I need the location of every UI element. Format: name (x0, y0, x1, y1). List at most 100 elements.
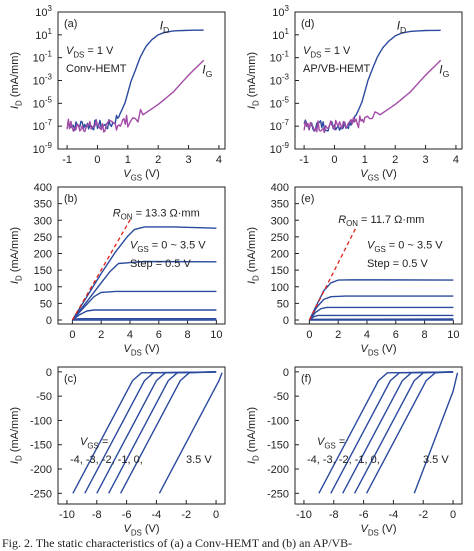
x-tick-label: -1 (62, 154, 72, 166)
x-tick-label: -2 (418, 509, 428, 521)
y-tick-label: 150 (34, 265, 52, 277)
series-line-ig (66, 59, 205, 133)
iv-curve-vgs-m2 (342, 371, 454, 494)
condition-annotation: VDS = 1 V (303, 45, 351, 59)
vgs-last-annotation: 3.5 V (186, 454, 212, 466)
y-axis-label: ID (mA/mm) (246, 52, 260, 109)
ron-fit-line (308, 228, 357, 321)
x-tick-label: 8 (422, 329, 428, 341)
x-tick-label: 0 (69, 329, 75, 341)
device-annotation: AP/VB-HEMT (303, 63, 371, 75)
plot-frame (294, 366, 463, 505)
y-tick-label: -200 (30, 464, 52, 476)
iv-curve-vgs-0 (365, 371, 454, 494)
plot-frame (57, 186, 226, 325)
y-tick-label: -100 (30, 415, 52, 427)
step-annotation: Step = 0.5 V (367, 258, 429, 270)
x-tick-label: 10 (210, 329, 222, 341)
x-tick-label: -6 (122, 509, 132, 521)
y-tick-label: 300 (271, 215, 289, 227)
x-tick-label: 3 (423, 154, 429, 166)
iv-curve-vgs-2_5 (308, 306, 454, 321)
iv-curve-vgs-m1 (353, 371, 454, 494)
panel-label: (f) (301, 373, 311, 385)
y-tick-label: 400 (34, 182, 52, 194)
y-tick-label: 50 (277, 298, 289, 310)
iv-curve-vgs-3_5 (71, 226, 217, 321)
x-tick-label: 1 (362, 154, 368, 166)
y-tick-label: 10-9 (33, 141, 53, 156)
iv-curve-vgs-3_5 (308, 279, 454, 321)
x-tick-label: -1 (299, 154, 309, 166)
device-annotation: Conv-HEMT (66, 63, 127, 75)
y-tick-label: -50 (36, 391, 52, 403)
x-tick-label: 1 (125, 154, 131, 166)
y-tick-label: 10-3 (270, 73, 290, 88)
y-tick-label: 350 (34, 199, 52, 211)
chart-panel-c: -10 -8 -6 -4 -2 0 -250 -200 -150 -100 -50 0 ID (mA/m… (9, 366, 226, 537)
y-tick-label: 400 (271, 182, 289, 194)
y-tick-label: 0 (283, 315, 289, 327)
x-axis-label: VDS (V) (123, 343, 159, 357)
x-tick-label: -10 (59, 509, 75, 521)
vgs-range-annotation: VGS = 0 ~ 3.5 V (367, 240, 443, 254)
y-axis-label: ID (mA/mm) (9, 407, 23, 464)
y-tick-label: 10-7 (33, 118, 53, 133)
ron-fit-line (71, 217, 132, 321)
series-label-id: ID (160, 18, 170, 35)
y-tick-label: -200 (267, 464, 289, 476)
y-tick-label: 300 (34, 215, 52, 227)
iv-curve-vgs-2 (308, 314, 454, 321)
x-axis-label: VGS (V) (123, 168, 160, 182)
y-tick-label: 200 (34, 249, 52, 261)
x-tick-label: 0 (213, 509, 219, 521)
iv-curve-vgs-3 (71, 260, 217, 321)
x-tick-label: 4 (127, 329, 133, 341)
x-tick-label: 2 (98, 329, 104, 341)
x-tick-label: 0 (450, 509, 456, 521)
chart-panel-d: -1 0 1 2 3 4 10-9 10-7 10-5 10-3 10-1 101 103 ID (mA/… (246, 4, 463, 182)
x-tick-label: 6 (156, 329, 162, 341)
chart-panel-f: -10 -8 -6 -4 -2 0 -250 -200 -150 -100 -50 0 ID (mA/m… (246, 366, 463, 537)
y-tick-label: 250 (34, 232, 52, 244)
x-tick-label: -4 (389, 509, 399, 521)
x-tick-label: 4 (453, 154, 459, 166)
y-tick-label: 0 (46, 367, 52, 379)
x-tick-label: 2 (392, 154, 398, 166)
vgs-values-annotation: -4, -3, -2, -1, 0, (70, 454, 143, 466)
series-label-id: ID (397, 18, 407, 35)
x-tick-label: -6 (359, 509, 369, 521)
y-axis-label: ID (mA/mm) (9, 227, 23, 284)
y-tick-label: 10-5 (33, 95, 53, 110)
x-tick-label: 0 (331, 154, 337, 166)
y-tick-label: -150 (267, 440, 289, 452)
panel-label: (a) (64, 18, 77, 30)
series-label-ig: IG (439, 63, 449, 80)
x-tick-label: -2 (181, 509, 191, 521)
iv-curve-vgs-2 (71, 309, 217, 321)
y-tick-label: 101 (35, 27, 52, 42)
y-tick-label: 10-1 (33, 50, 53, 65)
vgs-label-annotation: VGS = (80, 436, 108, 450)
y-tick-label: 100 (271, 282, 289, 294)
x-tick-label: -10 (296, 509, 312, 521)
y-tick-label: -150 (30, 440, 52, 452)
iv-curve-vgs-m2 (96, 371, 217, 494)
x-tick-label: -8 (92, 509, 102, 521)
y-tick-label: -250 (267, 488, 289, 500)
plot-frame (294, 186, 463, 325)
ron-annotation: RON = 13.3 Ω·mm (113, 207, 200, 221)
y-tick-label: 10-3 (33, 73, 53, 88)
panel-label: (b) (64, 193, 77, 205)
x-tick-label: 6 (393, 329, 399, 341)
panel-label: (d) (301, 18, 314, 30)
iv-curve-vgs-3_5 (158, 372, 223, 494)
iv-curve-vgs-3_5 (413, 372, 459, 494)
y-tick-label: 10-9 (270, 141, 290, 156)
vgs-values-annotation: -4, -3, -2, -1, 0, (307, 454, 380, 466)
y-axis-label: ID (mA/mm) (246, 407, 260, 464)
x-tick-label: 8 (185, 329, 191, 341)
chart-panel-a: -1 0 1 2 3 4 10-9 10-7 10-5 10-3 10-1 101 103 ID (mA/… (9, 4, 226, 182)
